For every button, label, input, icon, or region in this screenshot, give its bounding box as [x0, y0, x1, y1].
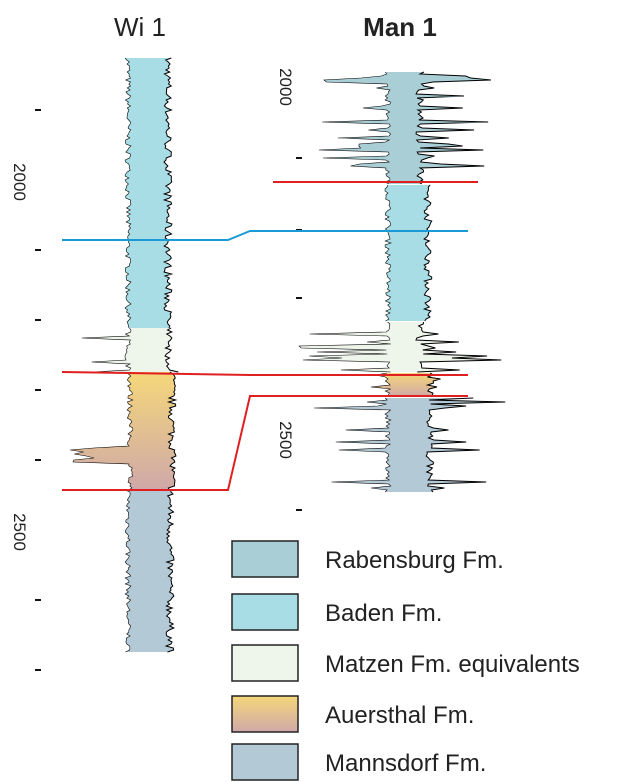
correlation-lines [61, 181, 478, 491]
depth-label: 2000 [276, 68, 295, 106]
legend-label: Mannsdorf Fm. [325, 750, 486, 777]
formation-zone [70, 372, 176, 490]
depth-label: 2000 [10, 163, 29, 201]
depth-label: 2500 [276, 421, 295, 459]
legend-swatch [231, 540, 299, 578]
log-curve [422, 184, 433, 322]
log-curve [318, 71, 391, 185]
log-curve [81, 327, 132, 373]
log-curve [425, 372, 441, 398]
formation-zone [125, 490, 174, 652]
formation-zone [318, 72, 491, 184]
log-curve [298, 321, 391, 373]
log-curve [124, 489, 132, 653]
formation-zone [125, 58, 172, 328]
formation-zone [314, 398, 506, 492]
log-curve [415, 71, 491, 185]
log-curve [384, 184, 392, 322]
depth-label: 2500 [10, 513, 29, 551]
log-curve [164, 327, 179, 373]
legend-swatch [231, 743, 299, 781]
legend-label: Baden Fm. [325, 600, 442, 627]
legend-label: Rabensburg Fm. [325, 547, 504, 574]
formation-zone [299, 322, 502, 372]
log-curve [415, 321, 502, 373]
log-curve [162, 57, 174, 329]
log-curve [370, 372, 392, 398]
log-curve [425, 397, 506, 493]
log-curve [314, 397, 392, 493]
log-curve [124, 57, 132, 329]
legend-label: Auersthal Fm. [325, 702, 474, 729]
legend-swatch [231, 644, 299, 682]
formation-zone [81, 328, 179, 372]
legend-label: Matzen Fm. equivalents [325, 651, 580, 678]
log-curve [164, 489, 176, 653]
legend-swatch [231, 593, 299, 631]
log-curve [166, 371, 178, 491]
log-curve [70, 371, 134, 491]
legend-swatch [231, 695, 299, 733]
well-title: Man 1 [363, 12, 437, 42]
formation-zone [385, 185, 432, 321]
well-title: Wi 1 [114, 12, 166, 42]
